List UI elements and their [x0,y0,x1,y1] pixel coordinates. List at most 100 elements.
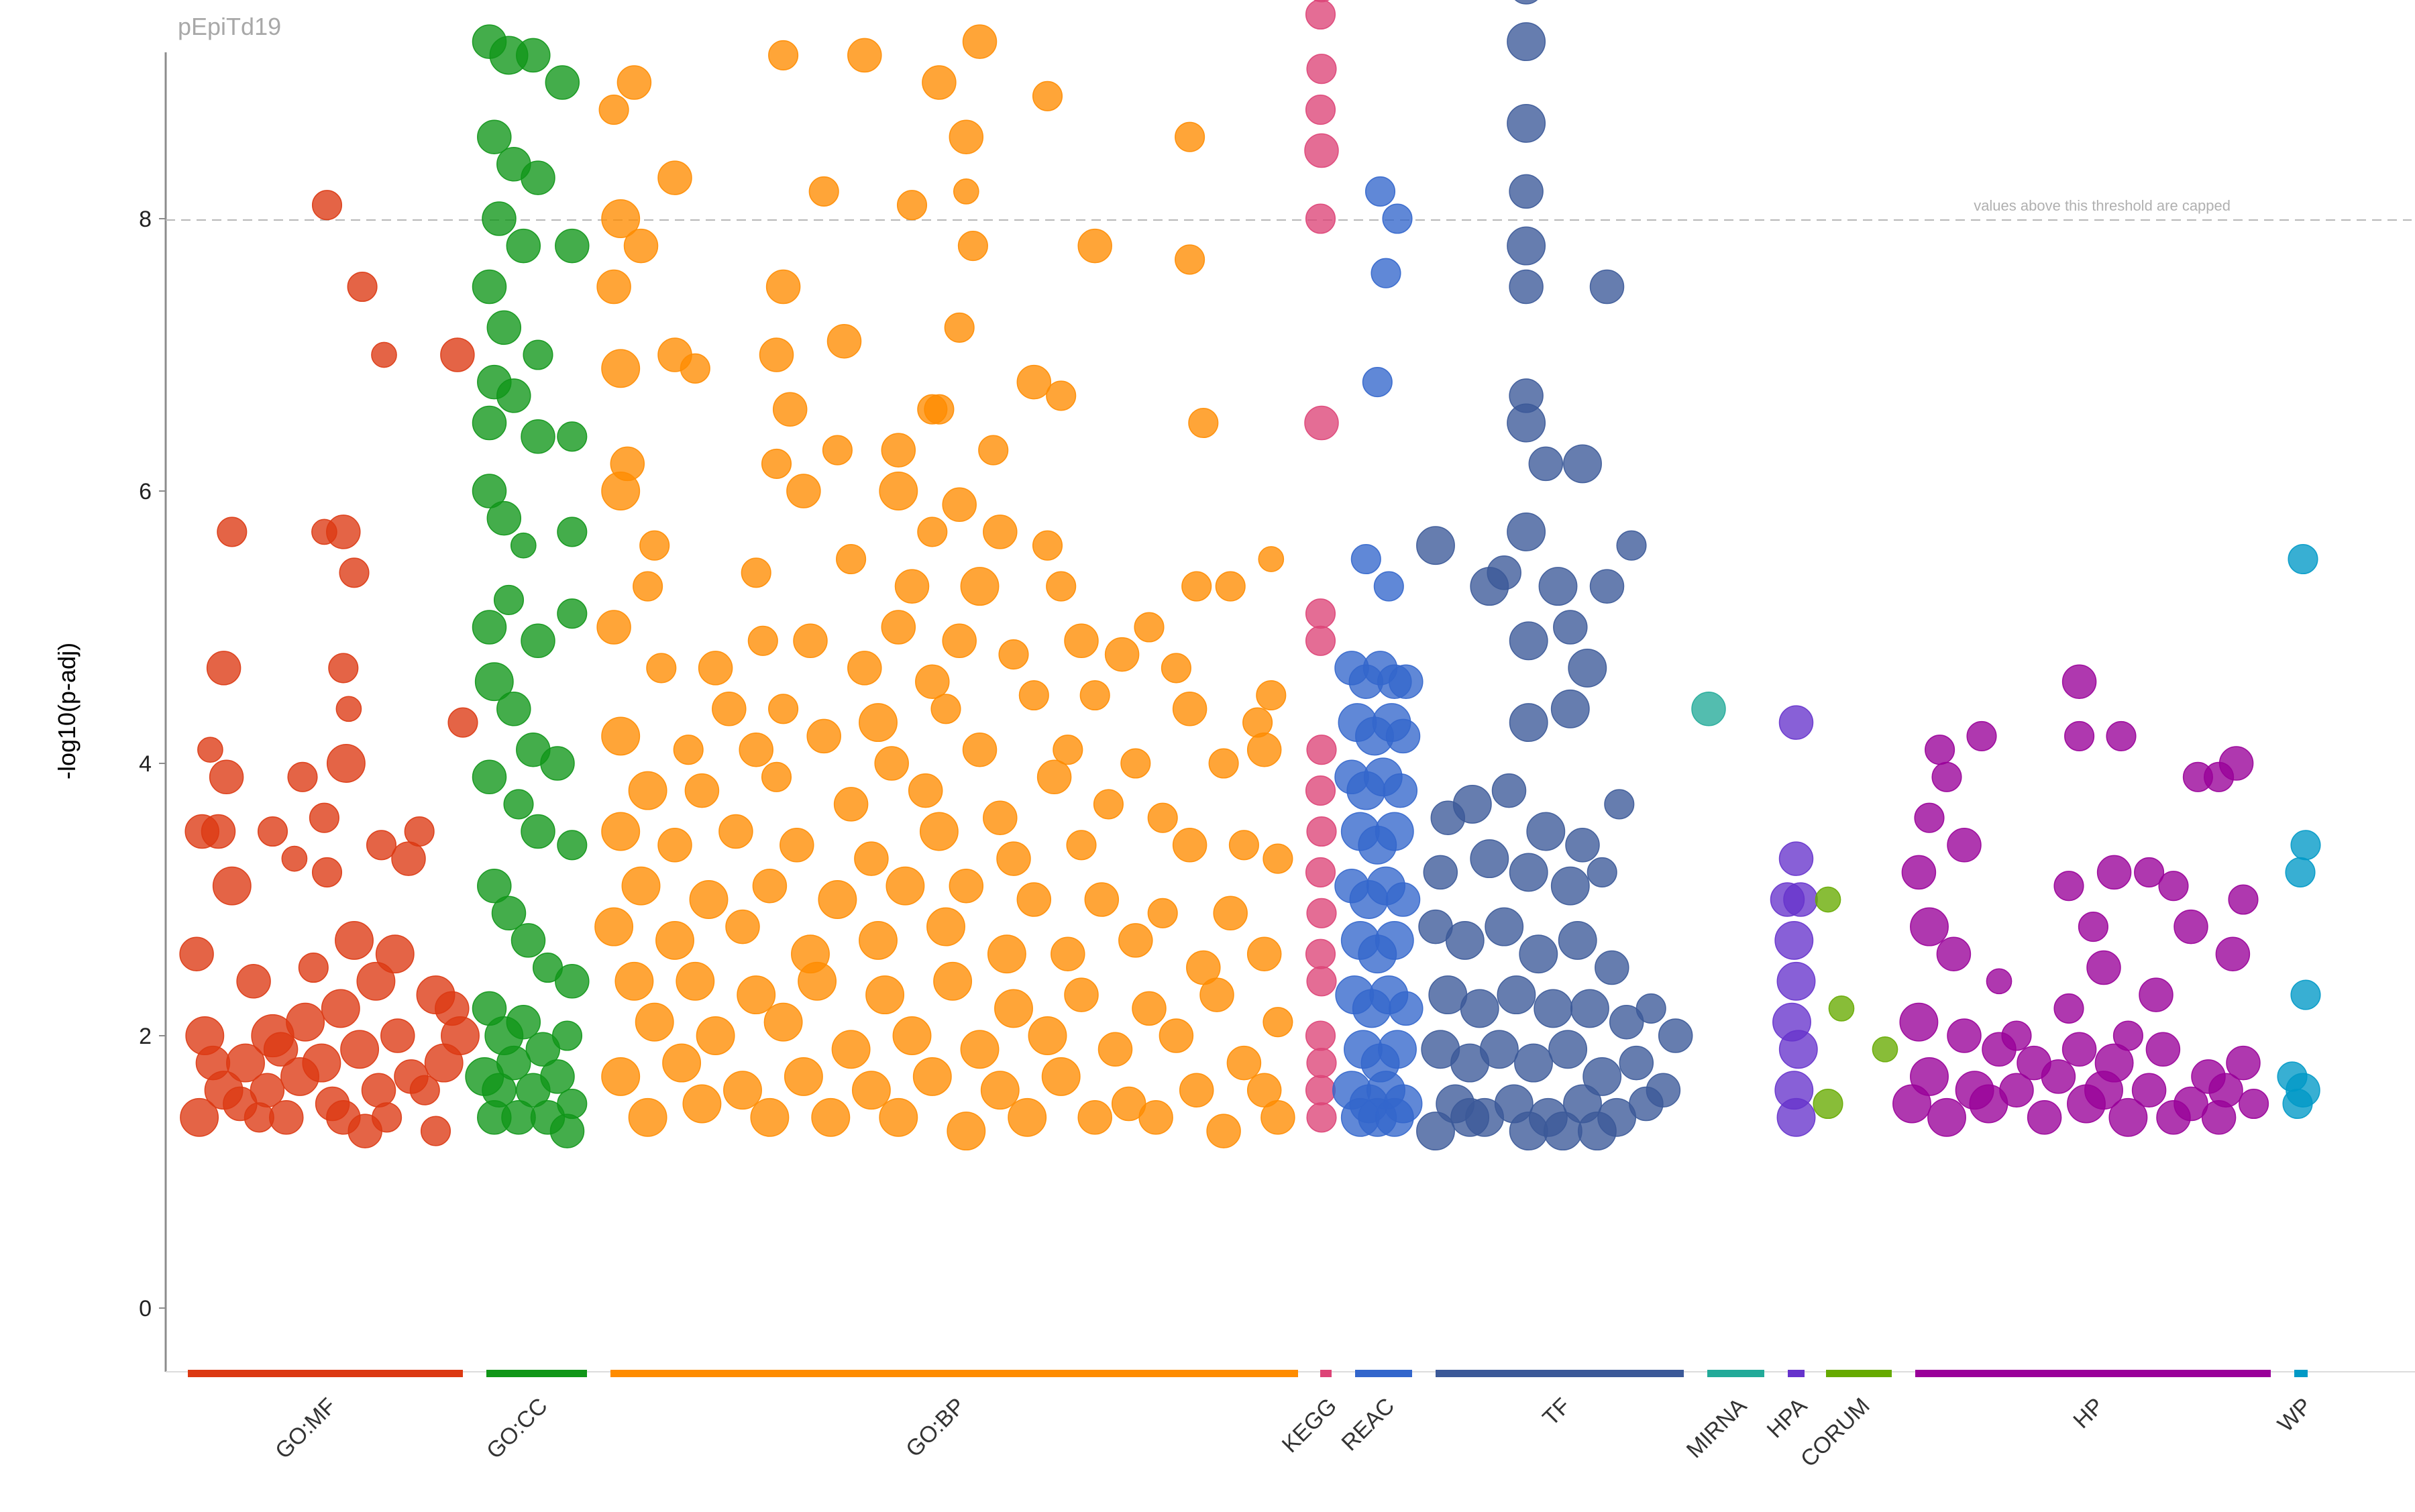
data-point [1616,530,1647,561]
data-point [1064,623,1099,659]
data-point [263,1032,299,1067]
data-point [1491,773,1527,808]
data-point [1172,828,1208,863]
category-label-hpa: HPA [1762,1393,1813,1444]
data-point [1306,1048,1337,1079]
data-point [1228,830,1259,861]
category-bar-tf [1436,1370,1684,1377]
data-point [1778,705,1814,740]
y-tick-label: 4 [139,751,152,777]
data-point [1577,1112,1617,1151]
data-point [1371,258,1401,288]
data-point [930,694,961,724]
data-point [759,337,794,372]
data-point [926,907,965,947]
data-point [1053,735,1083,765]
data-point [1565,828,1600,863]
data-point [525,1032,561,1067]
data-point [2215,936,2251,971]
data-point [1550,689,1590,728]
data-point [521,623,555,659]
data-point [1161,653,1191,684]
data-point [2061,1032,2097,1067]
data-point [962,24,998,59]
data-point [1507,22,1546,62]
data-point [960,567,1000,606]
data-point [2134,857,2165,887]
data-point [1018,680,1049,711]
data-point [321,989,360,1028]
data-point [2086,950,2121,985]
series-tf [1416,0,1693,1151]
data-point [798,961,837,1001]
category-bar-wp [2294,1370,2308,1377]
data-point [1350,543,1381,575]
data-point [1104,637,1140,672]
data-point [1568,648,1607,688]
category-label-group: GO:MF [270,1393,341,1464]
data-point [896,190,928,221]
series-go-mf [179,190,480,1148]
data-point [1487,555,1521,590]
data-point [511,923,546,958]
category-label-corum: CORUM [1796,1393,1875,1472]
category-label-hp: HP [2068,1393,2108,1434]
series-hp [1892,664,2269,1137]
data-point [335,696,362,722]
data-point [474,662,514,702]
data-point [1175,121,1205,152]
data-point [1159,1018,1194,1053]
data-point [960,1030,1000,1069]
data-point [549,1114,585,1148]
data-point [361,1073,396,1108]
data-point [924,394,955,425]
series-kegg [1304,0,1339,1133]
data-point [601,812,641,851]
data-point [1813,1088,1843,1120]
data-point [1263,1007,1293,1038]
data-point [521,160,555,195]
data-point [2061,664,2097,699]
data-point [994,989,1033,1028]
data-point [1519,934,1558,974]
data-point [859,920,898,960]
data-point [628,771,667,810]
data-point [1936,936,1972,971]
data-point [551,1020,583,1051]
data-point [1175,244,1205,275]
data-point [244,1102,274,1133]
data-point [1199,977,1234,1012]
data-point [1215,571,1246,602]
data-point [2064,720,2095,751]
data-point [1260,1100,1295,1135]
data-point [601,716,641,756]
data-point [1188,407,1219,439]
data-point [486,310,522,345]
data-point [1899,1002,1939,1042]
data-point [942,623,977,659]
data-point [486,500,522,536]
data-point [879,472,918,510]
data-point [655,920,694,960]
data-point [628,1097,667,1137]
y-tick-label: 6 [139,479,152,504]
data-point [1093,789,1124,820]
data-point [1910,907,1949,947]
data-point [725,909,760,944]
data-point [311,857,343,887]
data-point [287,761,318,792]
data-point [741,557,771,588]
data-point [1776,1097,1816,1137]
data-point [1604,789,1635,820]
data-point [1306,735,1337,765]
data-point [598,95,629,125]
data-point [676,961,715,1001]
category-label-go-mf: GO:MF [270,1393,341,1464]
data-point [1208,748,1239,779]
data-point [684,773,720,808]
data-point [894,569,930,604]
data-point [944,312,975,343]
data-point [646,653,677,684]
category-label-group: CORUM [1796,1393,1875,1472]
